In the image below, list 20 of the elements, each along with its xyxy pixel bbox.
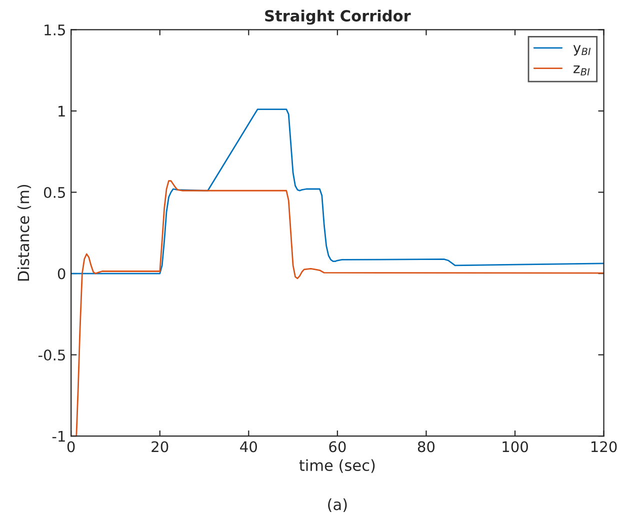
x-tick-label: 60 [329,441,346,452]
legend-label: z$_{BI}$ [574,66,590,76]
y-tick-label: -1 [52,430,65,442]
y-tick-label: 1 [58,106,65,117]
x-tick-label: 100 [502,441,528,452]
line-series [71,108,604,274]
x-tick-label: 120 [591,441,617,452]
x-tick-label: 20 [152,441,168,452]
x-tick-label: 0 [67,441,75,452]
x-axis-title: time (sec) [299,459,375,473]
y-tick-label: 0 [58,268,66,280]
y-axis-title: Distance (m) [17,184,32,281]
x-tick-label: 80 [418,441,435,452]
x-tick-label: 40 [240,441,257,452]
legend-label: y$_{BI}$ [573,45,591,56]
chart-title: Straight Corridor [265,10,411,25]
y-tick-label: 0.5 [44,186,65,198]
y-tick-label: 1.5 [44,24,65,36]
y-tick-label: -0.5 [38,350,65,361]
text: (a) [328,498,347,512]
